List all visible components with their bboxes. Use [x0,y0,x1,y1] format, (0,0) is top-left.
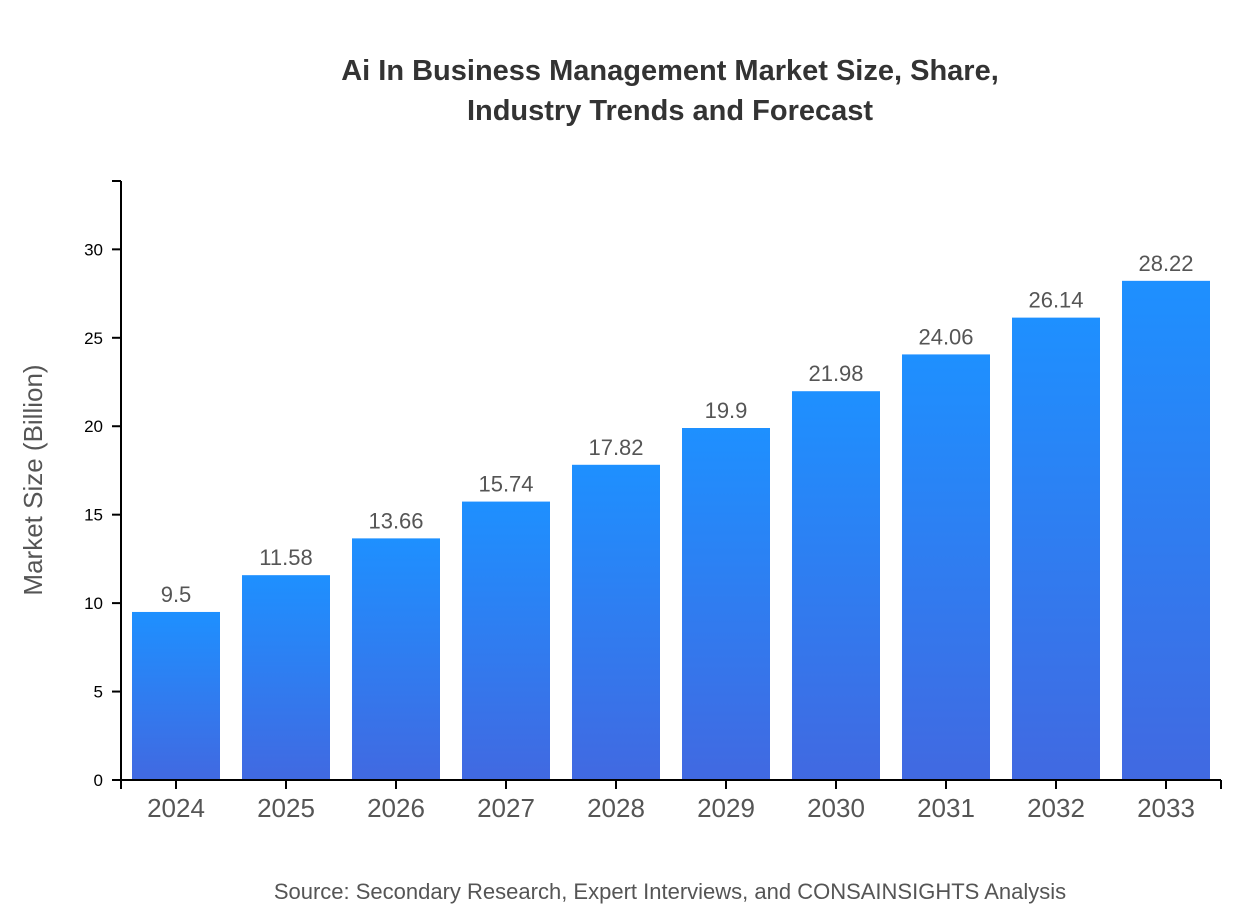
bar-2030 [792,391,880,780]
bar-2025 [242,575,330,780]
y-tick-label: 20 [84,417,103,436]
x-tick-label: 2027 [477,793,535,823]
data-label-2027: 15.74 [478,472,533,497]
x-tick-label: 2028 [587,793,645,823]
y-tick-label: 0 [94,771,103,790]
data-label-2025: 11.58 [259,545,312,570]
bar-2033 [1122,280,1210,780]
x-tick-label: 2024 [147,793,205,823]
data-label-2028: 17.82 [588,435,643,460]
data-label-2026: 13.66 [368,508,423,533]
data-label-2030: 21.98 [808,361,863,386]
x-tick-label: 2025 [257,793,315,823]
x-tick-label: 2030 [807,793,865,823]
x-tick-label: 2029 [697,793,755,823]
data-label-2031: 24.06 [918,324,973,349]
y-tick-label: 25 [84,329,103,348]
y-axis-label: Market Size (Billion) [18,364,48,595]
bar-2029 [682,428,770,780]
data-label-2033: 28.22 [1138,251,1193,276]
data-label-2024: 9.5 [161,582,192,607]
y-tick-label: 5 [94,683,103,702]
chart-title-line-2: Industry Trends and Forecast [467,95,873,127]
bar-2024 [132,611,220,780]
x-tick-label: 2026 [367,793,425,823]
bar-2027 [462,501,550,780]
data-label-2032: 26.14 [1028,288,1083,313]
bar-2032 [1012,317,1100,780]
bar-2031 [902,354,990,780]
y-tick-label: 15 [84,506,103,525]
bar-2026 [352,538,440,780]
y-tick-label: 10 [84,594,103,613]
data-label-2029: 19.9 [705,398,748,423]
x-tick-label: 2032 [1027,793,1085,823]
bar-2028 [572,464,660,780]
x-tick-label: 2033 [1137,793,1195,823]
chart-title-line-1: Ai In Business Management Market Size, S… [341,55,999,87]
source-note: Source: Secondary Research, Expert Inter… [274,879,1066,904]
y-tick-label: 30 [84,240,103,259]
x-tick-label: 2031 [917,793,975,823]
